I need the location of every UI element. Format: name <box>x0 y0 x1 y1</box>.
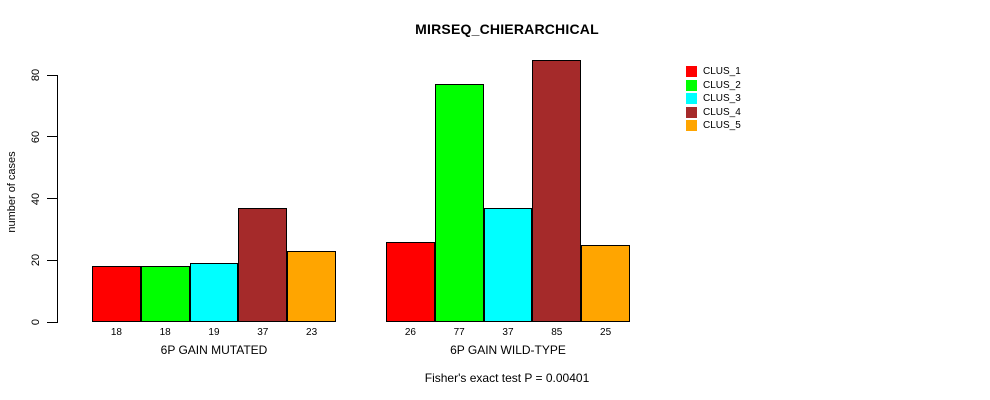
y-tick-label: 80 <box>30 68 42 82</box>
group-label: 6P GAIN MUTATED <box>160 343 268 357</box>
y-tick-label: 20 <box>30 254 42 267</box>
bar-value-label: 37 <box>502 327 514 338</box>
bar-clus_4-group2 <box>532 59 582 322</box>
y-tick-mark <box>47 259 57 261</box>
legend-label: CLUS_1 <box>703 66 741 77</box>
bar-clus_1-group1 <box>92 266 141 322</box>
bar-clus_3-group1 <box>189 263 239 322</box>
bar-clus_5-group1 <box>287 250 336 322</box>
legend-label: CLUS_5 <box>703 120 741 132</box>
group-label: 6P GAIN WILD-TYPE <box>450 343 566 357</box>
legend-swatch-clus_4 <box>686 106 697 118</box>
bar-value-label: 18 <box>159 327 171 338</box>
legend-label: CLUS_4 <box>703 106 741 118</box>
y-axis-label: number of cases <box>6 151 18 233</box>
y-tick-label: 0 <box>30 318 42 326</box>
bar-clus_4-group1 <box>238 207 288 322</box>
y-axis-line <box>57 75 58 323</box>
bar-clus_3-group2 <box>483 207 533 322</box>
bar-clus_1-group2 <box>386 241 435 322</box>
legend-label: CLUS_3 <box>703 93 741 105</box>
legend-swatch-clus_5 <box>686 120 697 132</box>
legend-swatch-clus_2 <box>686 79 697 91</box>
y-tick-mark <box>47 136 57 138</box>
y-tick-label: 60 <box>30 130 42 143</box>
bar-clus_2-group2 <box>434 84 484 322</box>
bar-value-label: 26 <box>404 327 416 338</box>
bar-value-label: 23 <box>306 327 318 338</box>
y-tick-mark <box>47 198 57 199</box>
bar-value-label: 37 <box>257 327 269 338</box>
legend-swatch-clus_1 <box>686 66 697 77</box>
fisher-test-footnote: Fisher's exact test P = 0.00401 <box>424 371 590 385</box>
bar-clus_2-group1 <box>140 266 190 322</box>
bar-value-label: 18 <box>110 327 122 338</box>
legend-label: CLUS_2 <box>703 79 741 91</box>
bar-clus_5-group2 <box>581 244 630 322</box>
bar-value-label: 77 <box>453 327 465 338</box>
bar-value-label: 25 <box>600 327 612 338</box>
y-tick-label: 40 <box>30 192 42 205</box>
y-tick-mark <box>47 321 57 323</box>
bar-value-label: 85 <box>551 327 563 338</box>
y-tick-mark <box>47 74 57 76</box>
bar-value-label: 19 <box>208 327 220 338</box>
chart-title: MIRSEQ_CHIERARCHICAL <box>415 21 599 37</box>
legend-swatch-clus_3 <box>686 93 697 105</box>
